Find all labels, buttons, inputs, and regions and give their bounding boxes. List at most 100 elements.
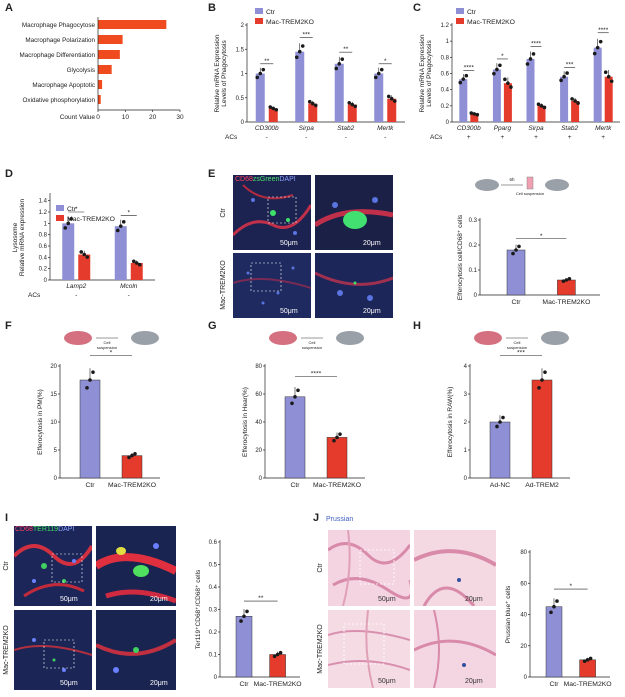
sig-J: * — [569, 583, 572, 590]
bar-a-3 — [98, 65, 112, 74]
xtick-label-H-0: Ad-NC — [490, 482, 510, 489]
acs-label-D: ACs — [28, 292, 41, 299]
tick-label-a-1: Macrophage Polarization — [25, 37, 95, 44]
dot-C-ctr-3-2 — [565, 71, 569, 75]
ylabel-B-0: Relative mRNA Expression — [214, 34, 221, 112]
dot-J-1-2 — [588, 656, 593, 661]
xlabel-a: Count Value — [60, 114, 96, 121]
tick-label-a-3: Glycolysis — [67, 67, 95, 74]
sig-B-1: *** — [302, 32, 310, 39]
micrograph-i-ko-50-drawing — [14, 638, 92, 672]
ytick-label-H-1: 1 — [464, 448, 468, 454]
bar-a-0 — [98, 20, 167, 29]
icon-text-H-0: Cell — [514, 340, 521, 345]
dot-B-ctr-0-0 — [255, 75, 260, 80]
acs-label-B: ACs — [225, 134, 238, 141]
dot-I-1-0 — [272, 654, 277, 659]
row-labels-i: Ctr Mac-TREM2KO — [3, 561, 10, 675]
bar-a-4 — [98, 80, 103, 89]
dot-B-ctr-1-1 — [297, 49, 302, 54]
ytick-label-D-0: 0 — [44, 278, 48, 284]
legend-swatch-B-ko — [255, 18, 263, 24]
ytick-label-E-2: 0.2 — [469, 243, 478, 249]
dot-B-ko-2-1 — [350, 102, 355, 107]
sig-D-1: * — [127, 209, 130, 216]
dot-H-0-1 — [498, 420, 502, 424]
dot-C-ctr-2-2 — [531, 52, 536, 56]
bar-C-ko-3 — [571, 100, 580, 122]
panel-d: 0 0.2 0.4 0.6 0.8 1 1.2 1.4 * Lamp2 - * Mcoln - ACs Ctr… — [0, 165, 205, 320]
sig-C-0: **** — [464, 65, 475, 72]
ytick-label-C-3: 0.6 — [441, 72, 450, 78]
xtick-label-a-0: 0 — [96, 114, 100, 121]
dot-C-ctr-0-2 — [464, 73, 469, 78]
ylabel-C-1: Levels of Phagocytosis — [426, 40, 433, 107]
ylabel-C-0: Relative mRNA Expression — [419, 34, 426, 112]
dot-D-ctr-1-0 — [115, 228, 120, 233]
ytick-label-B-4: 2 — [241, 23, 245, 29]
dot-E-1-1 — [564, 278, 569, 282]
acs-B-2: - — [345, 134, 347, 141]
ytick-label-B-0: 0 — [241, 120, 245, 126]
dot-J-0-2 — [555, 599, 559, 603]
scale-i-1: 50μm — [60, 596, 78, 603]
panel-label-a: A — [5, 2, 13, 14]
xtick-label-J-0: Ctr — [549, 681, 559, 688]
dot-C-ctr-1-2 — [498, 63, 502, 68]
dot-F-0-1 — [88, 378, 92, 382]
stain-cd68-i: CD68 — [15, 526, 33, 533]
panel-g: 0 20 40 60 80 Ctr Mac-TREM2KO **** Efferocytosis… — [205, 318, 410, 513]
ytick-label-D-6: 1.2 — [39, 210, 48, 216]
xtick-label-F-1: Mac-TREM2KO — [108, 482, 156, 489]
xtick-label-E-1: Mac-TREM2KO — [542, 299, 590, 306]
sig-H: *** — [517, 350, 525, 357]
micrograph-i-ctr-50-drawing — [14, 544, 92, 598]
panel-label-d: D — [5, 168, 13, 180]
dot-D-ctr-1-2 — [121, 220, 126, 224]
chart-h: 0 1 2 3 4 Ad-NC Ad-TREM2 *** Efferocytosis in RA… — [447, 331, 570, 489]
bar-B-ctr-0 — [255, 73, 265, 122]
dot-C-ko-2-1 — [539, 104, 544, 108]
legend-swatch-D-ko — [56, 215, 64, 221]
micrograph-j-ko-50-drawing — [328, 610, 410, 688]
stain-label-e: CD68zsGreenDAPI — [235, 176, 296, 183]
dot-D-ko-1-0 — [131, 259, 136, 264]
icon-text-e-0: 6h — [509, 177, 515, 182]
micrograph-e-ko-20-drawing — [315, 271, 393, 301]
acs-C-4: + — [601, 134, 605, 141]
ytick-label-J-2: 40 — [520, 613, 527, 619]
chart-b: 0 0.5 1 1.5 2 ** CD300b - *** Sirpa - ** Stab2 - * Mert… — [214, 8, 405, 141]
row-labels-j: Ctr Mac-TREM2KO — [317, 563, 324, 674]
row-label-i-ctr: Ctr — [3, 561, 10, 571]
ylabel-H: Efferocytosis in RAW(%) — [447, 387, 454, 458]
dot-I-1-2 — [278, 650, 283, 655]
dot-E-1-2 — [567, 277, 572, 281]
sig-B-0: ** — [264, 58, 270, 65]
dot-D-ko-0-2 — [85, 255, 90, 259]
row-label-e-ctr: Ctr — [220, 208, 227, 218]
dot-H-0-0 — [495, 424, 499, 429]
bar-E-1 — [557, 279, 576, 296]
dot-B-ctr-3-0 — [373, 75, 378, 80]
dot-D-ctr-0-1 — [66, 221, 71, 226]
ytick-label-F-4: 20 — [50, 364, 57, 370]
bar-B-ko-1 — [308, 103, 318, 122]
xtick-label-C-2: Sirpa — [528, 125, 544, 132]
bar-H-0 — [489, 421, 511, 479]
scale-e-3: 50μm — [280, 308, 298, 315]
ytick-label-J-1: 20 — [520, 644, 527, 650]
panel-label-c: C — [413, 2, 421, 14]
ytick-label-I-6: 0.6 — [209, 540, 218, 546]
acs-D-0: - — [75, 292, 77, 299]
legend-swatch-C-ko — [456, 18, 464, 24]
panel-label-j: J — [313, 512, 320, 524]
dot-D-ctr-0-2 — [69, 217, 74, 221]
sig-B-2: ** — [343, 46, 349, 53]
dot-C-ko-0-1 — [472, 112, 477, 116]
dot-E-0-0 — [511, 251, 515, 256]
dot-H-1-1 — [540, 378, 544, 382]
sig-C-1: * — [501, 53, 504, 60]
ytick-label-H-4: 4 — [464, 364, 468, 370]
dot-C-ko-0-2 — [475, 112, 480, 117]
bar-D-ko-0 — [78, 254, 91, 280]
